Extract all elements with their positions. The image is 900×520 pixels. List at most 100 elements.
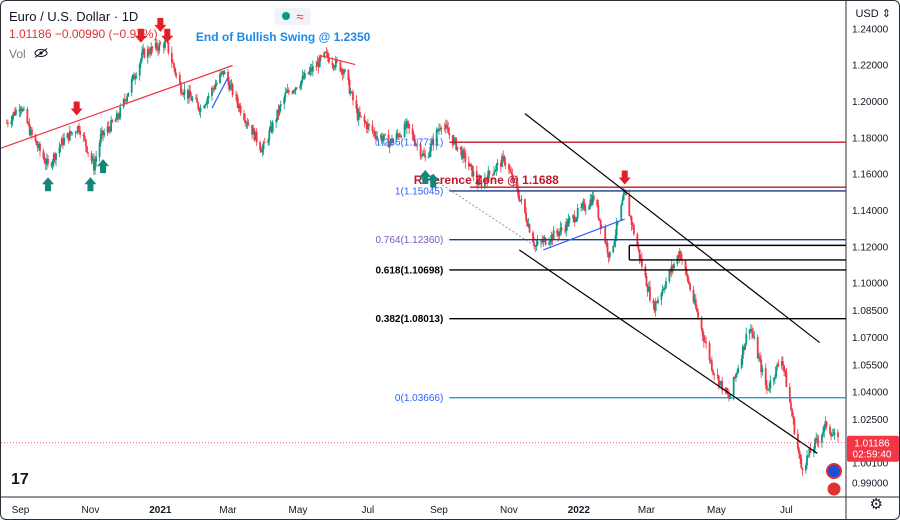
candle-body [485, 178, 487, 180]
candle-body [677, 255, 680, 258]
candle-body [316, 61, 319, 67]
settings-gear-icon[interactable]: ⚙ [869, 496, 883, 513]
candle-body [5, 122, 8, 124]
candle-body [231, 84, 234, 95]
candle-body [368, 124, 370, 126]
candle-body [251, 125, 253, 135]
candle-body [556, 230, 558, 234]
candle-body [98, 143, 101, 158]
candle-body [646, 286, 649, 292]
candle-body [652, 300, 655, 304]
candle-body [686, 274, 689, 282]
candle-body [175, 73, 178, 75]
candle-body [768, 388, 771, 390]
candle-body [821, 434, 823, 443]
candle-body [472, 171, 475, 177]
candle-body [243, 113, 245, 120]
volume-label[interactable]: Vol [9, 47, 26, 61]
candle-body [103, 132, 106, 136]
x-tick-label: Sep [430, 505, 448, 516]
candle-body [576, 208, 579, 218]
candle-body [239, 105, 242, 114]
trend-line [1, 64, 233, 149]
candle-body [708, 343, 711, 361]
symbol-title[interactable]: Euro / U.S. Dollar · 1D [9, 8, 139, 24]
candle-body [391, 138, 393, 143]
candle-body [191, 98, 194, 101]
candle-body [540, 241, 542, 242]
wave-icon: ≈ [296, 8, 304, 24]
candle-body [203, 107, 205, 109]
eye-hidden-icon[interactable] [34, 47, 48, 61]
candle-body [480, 180, 483, 187]
candle-body [816, 438, 819, 441]
candle-body [381, 138, 384, 142]
candle-body [496, 162, 499, 166]
candle-body [67, 133, 70, 141]
candle-body [195, 98, 197, 100]
candle-body [196, 98, 198, 103]
candle-body [254, 131, 257, 141]
candle-body [326, 52, 329, 58]
candle-body [190, 96, 193, 101]
candle-body [12, 111, 15, 117]
candle-body [183, 89, 186, 95]
candle-body [825, 421, 828, 427]
candle-body [134, 77, 137, 80]
candle-body [557, 233, 560, 236]
candle-body [197, 102, 200, 109]
candle-body [172, 62, 174, 64]
candle-body [528, 224, 531, 233]
candle-body [376, 136, 378, 139]
candle-body [748, 329, 751, 334]
candle-body [360, 115, 362, 117]
candle-body [588, 206, 591, 210]
candle-body [400, 135, 403, 137]
candle-body [712, 370, 714, 374]
down-arrow-icon-shape [70, 101, 83, 116]
candle-body [591, 195, 594, 205]
candle-body [678, 251, 681, 258]
y-tick-label: 1.08500 [852, 306, 889, 317]
candle-body [286, 90, 289, 93]
candle-body [173, 63, 176, 69]
candle-body [416, 144, 419, 146]
candle-body [295, 87, 298, 89]
candle-body [102, 130, 104, 136]
candle-body [673, 264, 675, 268]
candle-body [412, 134, 415, 141]
candle-body [590, 199, 593, 205]
candle-body [371, 125, 374, 132]
candle-body [307, 72, 310, 74]
y-tick-label: 1.10000 [852, 279, 889, 290]
candle-body [733, 376, 736, 378]
candle-body [411, 128, 414, 135]
candle-body [182, 94, 185, 96]
candle-body [614, 235, 617, 242]
candle-body [325, 52, 328, 54]
candle-body [352, 91, 354, 101]
candle-body [705, 341, 708, 344]
candle-body [645, 275, 648, 287]
candle-body [131, 74, 134, 80]
candle-body [422, 153, 424, 156]
candle-body [765, 385, 768, 390]
candle-body [285, 92, 288, 94]
candle-body [504, 162, 507, 165]
candle-body [817, 440, 820, 443]
candle-body [495, 165, 498, 171]
candle-body [308, 70, 311, 74]
candle-body [222, 70, 225, 75]
indicator-pill[interactable]: ≈ [274, 7, 312, 25]
candle-body [99, 134, 102, 144]
candle-body [141, 52, 143, 60]
candle-body [669, 270, 672, 272]
axis-currency[interactable]: USD ⇕ [855, 8, 891, 20]
candle-body [727, 393, 729, 395]
candle-body [146, 49, 149, 58]
candle-body [47, 159, 49, 164]
candle-body [211, 88, 213, 96]
candle-body [405, 121, 408, 128]
candle-body [133, 74, 135, 80]
